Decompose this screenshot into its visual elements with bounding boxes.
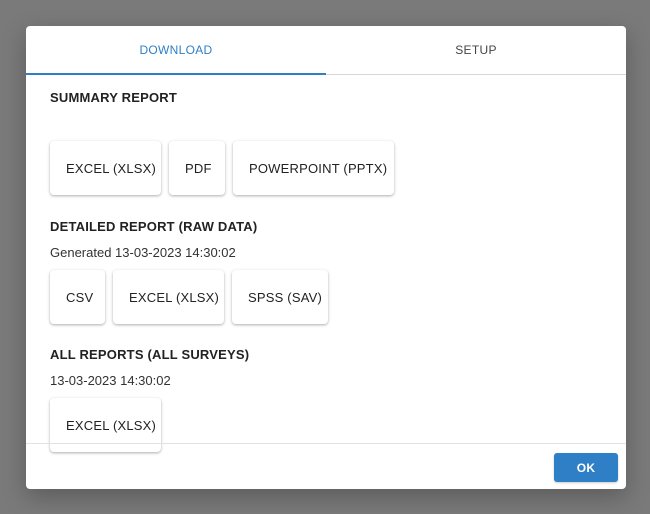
detailed-report-title: DETAILED REPORT (RAW DATA)	[50, 219, 258, 234]
dialog-footer: OK	[26, 443, 626, 489]
detailed-excel-button[interactable]: EXCEL (XLSX)	[113, 270, 224, 324]
detailed-report-generated: Generated 13-03-2023 14:30:02	[50, 245, 236, 260]
summary-excel-button[interactable]: EXCEL (XLSX)	[50, 141, 161, 195]
detailed-report-buttons: CSV EXCEL (XLSX) SPSS (SAV)	[50, 270, 328, 324]
summary-report-buttons: EXCEL (XLSX) PDF POWERPOINT (PPTX)	[50, 141, 394, 195]
ok-button[interactable]: OK	[554, 453, 618, 482]
download-dialog: DOWNLOAD SETUP SUMMARY REPORT EXCEL (XLS…	[26, 26, 626, 489]
all-reports-timestamp: 13-03-2023 14:30:02	[50, 373, 171, 388]
summary-powerpoint-button[interactable]: POWERPOINT (PPTX)	[233, 141, 394, 195]
all-reports-title: ALL REPORTS (ALL SURVEYS)	[50, 347, 250, 362]
tab-download[interactable]: DOWNLOAD	[26, 26, 326, 75]
detailed-spss-button[interactable]: SPSS (SAV)	[232, 270, 328, 324]
tab-bar: DOWNLOAD SETUP	[26, 26, 626, 75]
tab-setup[interactable]: SETUP	[455, 43, 497, 57]
detailed-csv-button[interactable]: CSV	[50, 270, 105, 324]
summary-pdf-button[interactable]: PDF	[169, 141, 225, 195]
summary-report-title: SUMMARY REPORT	[50, 90, 178, 105]
